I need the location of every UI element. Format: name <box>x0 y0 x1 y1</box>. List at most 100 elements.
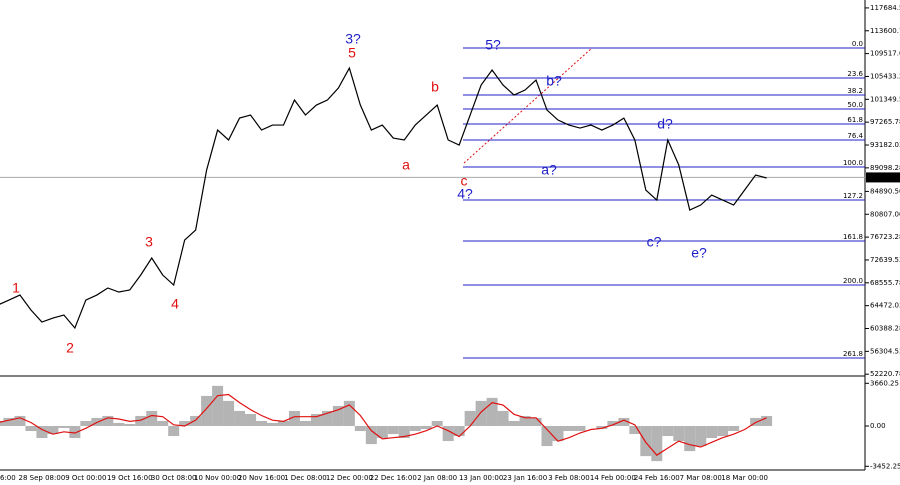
histogram-bar <box>717 426 729 437</box>
fib-label: 100.0 <box>843 159 863 167</box>
histogram-bar <box>212 385 224 427</box>
histogram-bar <box>245 413 257 427</box>
fib-label: 38.2 <box>847 87 863 95</box>
histogram-bar <box>0 420 4 427</box>
histogram-bar <box>343 400 355 427</box>
y-tick-label: 113600.78 <box>870 27 900 35</box>
histogram-bar <box>497 410 509 427</box>
histogram-bar <box>277 420 289 427</box>
histogram-bar <box>310 413 322 427</box>
x-tick-label: 7 Mar 08:00 <box>680 474 722 482</box>
y-tick-label: 76723.28 <box>870 233 900 241</box>
histogram-bar <box>596 426 608 430</box>
wave-label: b? <box>546 73 562 89</box>
histogram-bar <box>190 415 202 427</box>
histogram-bar <box>58 426 70 428</box>
histogram-bar <box>321 410 333 427</box>
y-tick-label: 105433.28 <box>870 72 900 80</box>
fib-label: 61.8 <box>847 116 863 124</box>
y-tick-label: 0.00 <box>870 422 886 430</box>
y-tick-label: 52220.78 <box>870 370 900 378</box>
histogram-bar <box>332 405 344 427</box>
histogram-bar <box>629 426 641 435</box>
wave-label: c? <box>647 234 662 250</box>
histogram-bar <box>223 400 235 427</box>
histogram-bar <box>662 426 674 437</box>
y-tick-label: 109517.03 <box>870 50 900 58</box>
x-tick-label: 22 Dec 16:00 <box>370 474 417 482</box>
histogram-bar <box>157 420 169 427</box>
histogram-bar <box>475 400 487 427</box>
histogram-bar <box>409 426 421 432</box>
fib-label: 50.0 <box>847 101 863 109</box>
x-tick-label: 20 Nov 16:00 <box>238 474 285 482</box>
histogram-bar <box>168 426 180 437</box>
histogram-bar <box>234 410 246 427</box>
histogram-bar <box>124 424 136 427</box>
histogram-bar <box>288 410 300 427</box>
x-tick-label: 28 Sep 08:00 <box>19 474 66 482</box>
histogram-bar <box>453 426 465 437</box>
x-tick-label: 3 Feb 08:00 <box>548 474 589 482</box>
wave-label: 5 <box>348 45 356 61</box>
histogram-bar <box>267 422 278 427</box>
histogram-bar <box>684 426 696 452</box>
y-tick-label: 60388.28 <box>870 325 900 333</box>
wave-label: a? <box>541 162 557 178</box>
y-tick-label: 64472.03 <box>870 302 900 310</box>
histogram-bar <box>464 410 476 427</box>
wave-label: a <box>402 157 410 173</box>
wave-label: 4 <box>171 296 179 312</box>
histogram-bar <box>552 426 564 442</box>
histogram-bar <box>728 426 740 432</box>
histogram-bar <box>618 417 630 427</box>
fib-label: 0.0 <box>852 40 863 48</box>
histogram-bar <box>563 426 575 432</box>
y-tick-label: 3660.25 <box>870 379 899 387</box>
histogram-bar <box>706 426 718 439</box>
y-tick-label: 84890.50 <box>870 187 900 195</box>
histogram-bar <box>365 426 377 445</box>
last-price-box <box>866 172 900 183</box>
histogram-bar <box>508 420 520 427</box>
histogram-bar <box>376 426 388 439</box>
histogram-bar <box>113 422 125 427</box>
plot-background <box>0 0 865 470</box>
histogram-bar <box>69 426 81 439</box>
histogram-bar <box>519 415 531 427</box>
histogram-bar <box>14 415 26 427</box>
x-tick-label: 30 Oct 08:00 <box>151 474 197 482</box>
x-tick-label: 23 Jan 16:00 <box>503 474 547 482</box>
histogram-bar <box>102 415 114 427</box>
x-tick-label: 1 Dec 08:00 <box>284 474 327 482</box>
x-tick-label: 18 Mar 00:00 <box>721 474 768 482</box>
histogram-bar <box>530 417 542 427</box>
wave-label: 1 <box>12 280 20 296</box>
histogram-bar <box>256 420 268 427</box>
wave-label: c <box>461 173 468 189</box>
x-tick-label: 9 Oct 00:00 <box>65 474 106 482</box>
x-tick-label: 2 Jan 08:00 <box>417 474 457 482</box>
x-tick-label: 10 Nov 00:00 <box>194 474 241 482</box>
histogram-bar <box>80 420 92 427</box>
wave-label: d? <box>657 116 673 132</box>
x-tick-label: 6:00 <box>0 474 16 482</box>
x-tick-label: 19 Oct 16:00 <box>107 474 153 482</box>
y-tick-label: -3452.25 <box>870 462 900 470</box>
y-tick-label: 72639.53 <box>870 256 900 264</box>
y-tick-label: 68555.78 <box>870 279 900 287</box>
wave-label: 5? <box>485 37 501 53</box>
wave-label: 3 <box>145 234 153 250</box>
y-tick-label: 80807.00 <box>870 210 900 218</box>
histogram-bar <box>47 426 59 435</box>
wave-label: 4? <box>457 186 473 202</box>
trend-line <box>463 47 593 164</box>
x-tick-label: 12 Dec 00:00 <box>326 474 373 482</box>
histogram-bar <box>541 426 553 447</box>
price-line <box>0 66 767 330</box>
fib-label: 161.8 <box>843 233 863 241</box>
histogram-bar <box>36 426 48 439</box>
fib-label: 261.8 <box>843 350 863 358</box>
